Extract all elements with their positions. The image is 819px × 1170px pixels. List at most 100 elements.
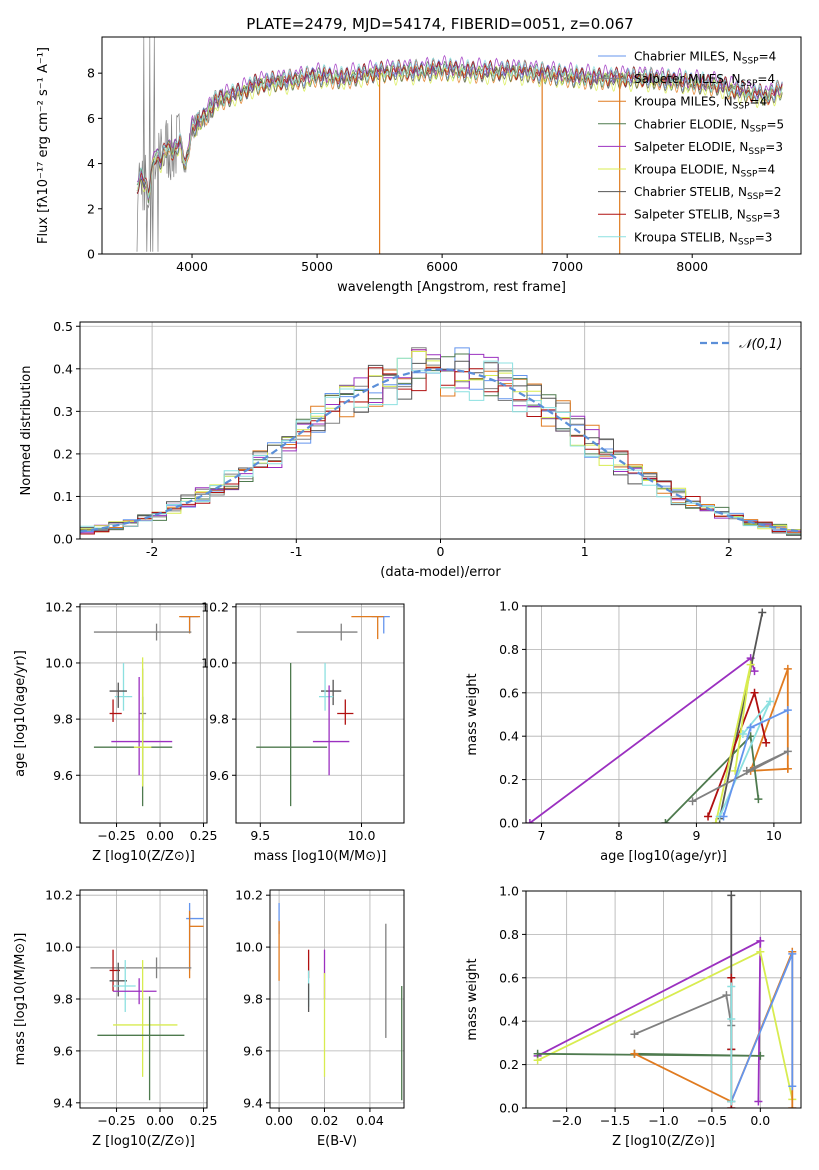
point-marker bbox=[756, 947, 765, 956]
y-tick-label: 0.5 bbox=[53, 319, 73, 334]
point-marker bbox=[711, 819, 720, 823]
y-axis-label: mass weight bbox=[465, 958, 480, 1040]
mass-vs-metallicity-axes: −0.25 0.00 0.25 9.4 9.6 9.8 10.0 10.2 Z [log10(Z… bbox=[13, 888, 217, 1149]
x-tick-label: −2.0 bbox=[551, 1113, 581, 1128]
legend-label: Kroupa ELODIE, NSSP=4 bbox=[634, 163, 775, 180]
y-tick-label: 8 bbox=[87, 66, 95, 81]
point-marker bbox=[722, 991, 731, 1000]
axes-frame bbox=[79, 603, 208, 824]
x-tick-label: 0.00 bbox=[146, 1113, 174, 1128]
age-vs-metallicity-axes: −0.25 0.00 0.25 9.6 9.8 10.0 10.2 Z [log10(Z/Z⊙… bbox=[13, 599, 217, 864]
point-marker bbox=[783, 664, 792, 673]
y-tick-label: 0.4 bbox=[53, 361, 73, 376]
x-tick-label: 5000 bbox=[301, 259, 333, 274]
y-tick-label: 9.6 bbox=[53, 768, 73, 783]
age-vs-mass-axes: 9.5 10.0 9.6 9.8 10.0 10.2 mass [log10(M/M⊙)] bbox=[201, 599, 405, 864]
y-tick-label: 0.3 bbox=[53, 404, 73, 419]
y-tick-label: 10.2 bbox=[45, 888, 73, 903]
y-tick-label: 10.2 bbox=[45, 599, 73, 614]
y-axis-label: Normed distribution bbox=[19, 366, 34, 496]
legend-label: Salpeter MILES, NSSP=4 bbox=[634, 72, 775, 89]
y-tick-label: 6 bbox=[87, 111, 95, 126]
x-axis-label: age [log10(age/yr)] bbox=[600, 849, 727, 864]
y-tick-label: 0.4 bbox=[499, 729, 519, 744]
legend-label: Chabrier MILES, NSSP=4 bbox=[634, 50, 776, 67]
point-marker bbox=[756, 1051, 765, 1060]
point-marker bbox=[533, 1049, 542, 1058]
y-tick-label: 10.0 bbox=[235, 940, 263, 955]
axes-frame bbox=[525, 605, 802, 824]
mass-weight-line bbox=[730, 953, 794, 1102]
x-tick-label: −1.0 bbox=[648, 1113, 678, 1128]
y-tick-label: 0.0 bbox=[499, 816, 519, 831]
point-marker bbox=[788, 949, 797, 958]
x-tick-label: 7000 bbox=[551, 259, 583, 274]
x-tick-label: 0.25 bbox=[190, 828, 218, 843]
y-tick-label: 1.0 bbox=[499, 884, 519, 899]
legend-label: 𝒩(0,1) bbox=[739, 337, 782, 352]
x-axis-label: mass [log10(M/M⊙)] bbox=[254, 849, 387, 864]
legend-label: Salpeter STELIB, NSSP=3 bbox=[634, 208, 780, 225]
point-marker bbox=[783, 747, 792, 756]
model-spectrum-line bbox=[136, 57, 783, 200]
legend-label: Chabrier ELODIE, NSSP=5 bbox=[634, 117, 784, 134]
x-tick-label: 2 bbox=[725, 544, 733, 559]
y-tick-label: 0.2 bbox=[499, 772, 519, 787]
histogram-step-line bbox=[80, 357, 801, 535]
plot-area bbox=[136, 37, 783, 254]
point-marker bbox=[661, 819, 670, 823]
x-tick-label: 0 bbox=[437, 544, 445, 559]
y-tick-label: 0.8 bbox=[499, 642, 519, 657]
plot-area bbox=[533, 891, 797, 1108]
x-axis-label: Z [log10(Z/Z⊙)] bbox=[92, 849, 195, 864]
x-tick-label: 8 bbox=[615, 828, 623, 843]
point-marker bbox=[766, 697, 775, 706]
point-marker bbox=[762, 738, 771, 747]
weight-vs-metallicity-axes: −2.0 −1.5 −1.0 −0.5 0.0 0.0 0.2 0.4 0.6 0.8 1.0 Z [… bbox=[465, 884, 802, 1149]
y-tick-label: 9.8 bbox=[53, 992, 73, 1007]
y-tick-label: 10.2 bbox=[235, 888, 263, 903]
x-axis-label: wavelength [Angstrom, rest frame] bbox=[337, 280, 566, 295]
legend-label: Kroupa STELIB, NSSP=3 bbox=[634, 230, 772, 247]
y-tick-label: 9.6 bbox=[53, 1043, 73, 1058]
point-marker bbox=[783, 706, 792, 715]
point-marker bbox=[727, 1097, 736, 1106]
axes-frame bbox=[101, 36, 802, 255]
y-tick-label: 0.0 bbox=[53, 532, 73, 547]
x-tick-label: 10 bbox=[766, 828, 782, 843]
residuals-axes: -2 -1 0 1 2 0.0 0.1 0.2 0.3 0.4 0.5 (data-model)/er… bbox=[19, 319, 802, 580]
point-marker bbox=[727, 891, 736, 900]
x-tick-label: 4000 bbox=[176, 259, 208, 274]
y-tick-label: 10.0 bbox=[45, 655, 73, 670]
x-axis-label: E(B-V) bbox=[317, 1134, 357, 1149]
point-marker bbox=[727, 973, 736, 982]
point-marker bbox=[688, 797, 697, 806]
x-tick-label: 0.00 bbox=[146, 828, 174, 843]
x-tick-label: 1 bbox=[581, 544, 589, 559]
x-tick-label: 0.0 bbox=[750, 1113, 770, 1128]
point-marker bbox=[704, 812, 713, 821]
y-tick-label: 0.6 bbox=[499, 970, 519, 985]
y-tick-label: 9.8 bbox=[243, 992, 263, 1007]
x-tick-label: 10.0 bbox=[348, 828, 376, 843]
point-marker bbox=[746, 660, 755, 669]
legend-label: Chabrier STELIB, NSSP=2 bbox=[634, 185, 782, 202]
y-axis-label: Flux [fλ10⁻¹⁷ erg cm⁻² s⁻¹ A⁻¹] bbox=[36, 47, 51, 244]
x-axis-label: (data-model)/error bbox=[380, 565, 501, 580]
point-marker bbox=[750, 688, 759, 697]
point-marker bbox=[754, 795, 763, 804]
point-marker bbox=[727, 1015, 736, 1024]
y-tick-label: 0.4 bbox=[499, 1014, 519, 1029]
point-marker bbox=[719, 812, 728, 821]
x-axis-label: Z [log10(Z/Z⊙)] bbox=[92, 1134, 195, 1149]
y-axis-label: mass weight bbox=[465, 673, 480, 755]
x-tick-label: 0.25 bbox=[190, 1113, 218, 1128]
y-tick-label: 0.2 bbox=[53, 446, 73, 461]
mass-weight-line bbox=[722, 709, 789, 817]
y-axis-label: mass [log10(M/M⊙)] bbox=[13, 933, 28, 1066]
gaussian-reference-curve bbox=[80, 368, 801, 533]
plot-area bbox=[93, 615, 201, 807]
weight-vs-age-axes: 7 8 9 10 0.0 0.2 0.4 0.6 0.8 1.0 age [log10(age/yr… bbox=[465, 599, 802, 864]
y-tick-label: 1.0 bbox=[499, 599, 519, 614]
